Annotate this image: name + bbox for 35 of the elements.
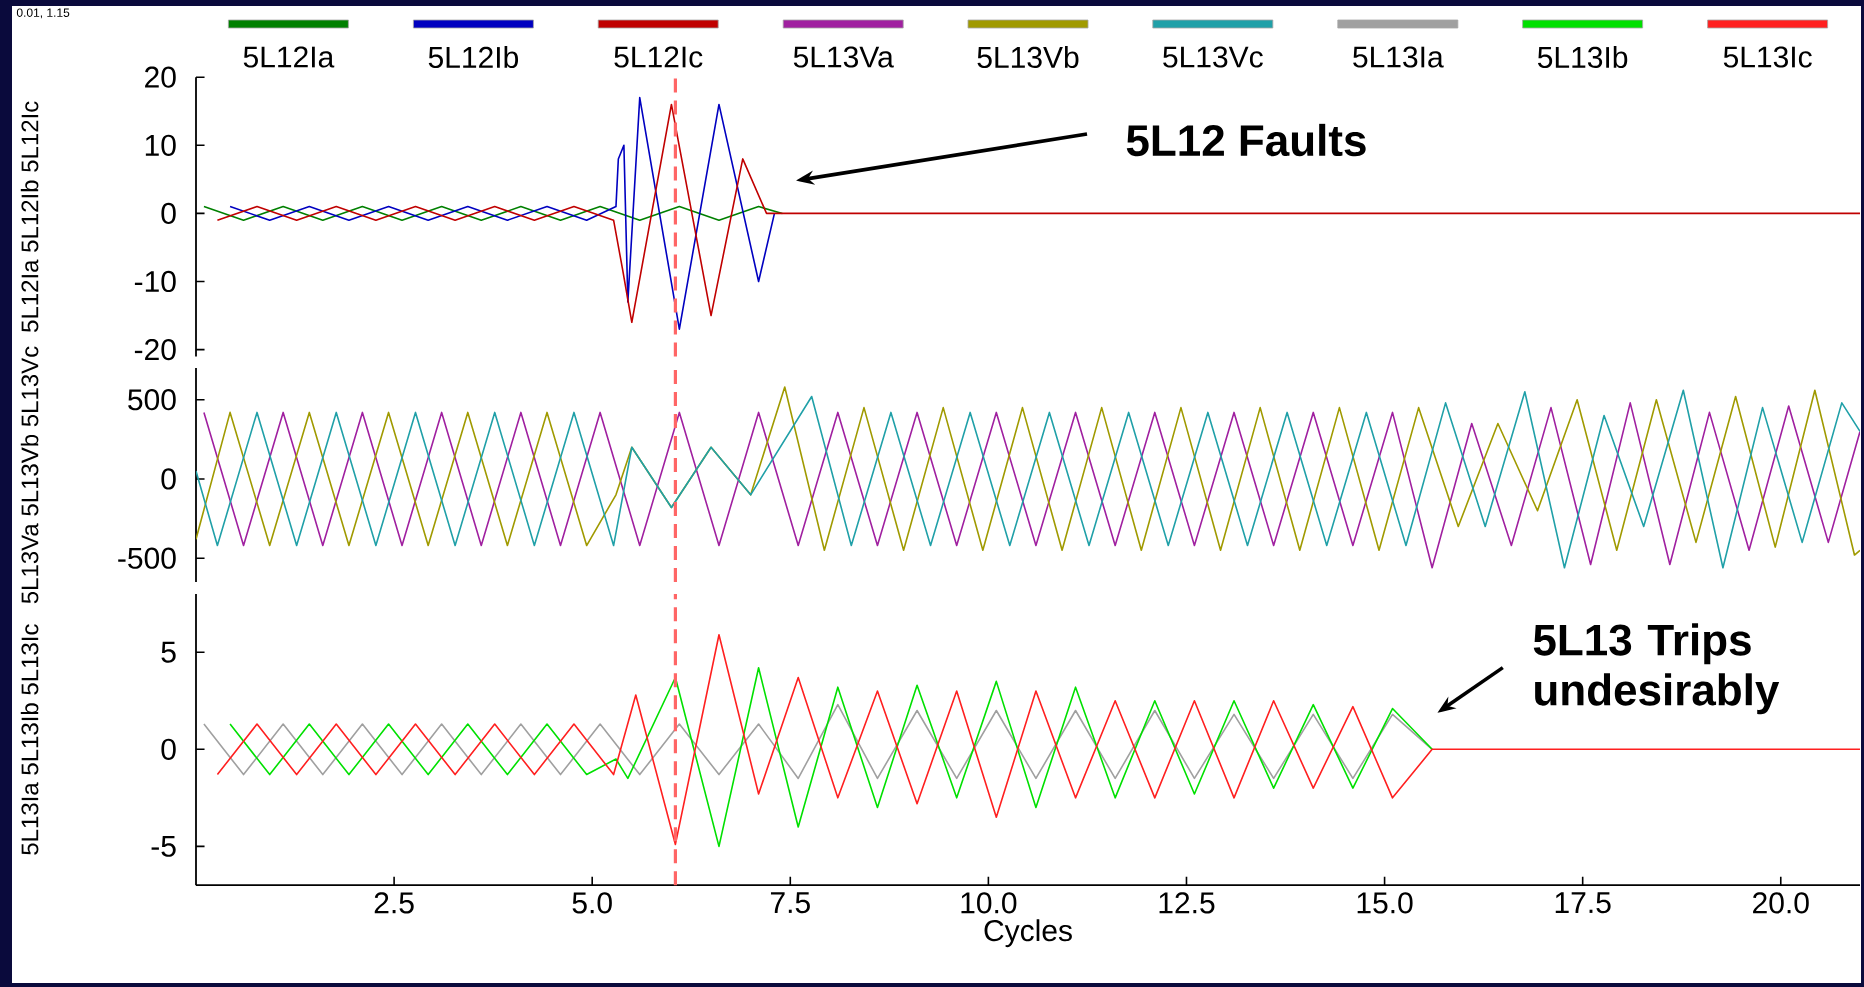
- x-tick-label: 15.0: [1357, 892, 1413, 914]
- y-tick-label: -10: [134, 270, 176, 293]
- legend-label: 5L12Ib: [428, 45, 519, 69]
- x-tick-label: 5.0: [572, 892, 612, 914]
- legend-label: 5L13Ib: [1537, 45, 1628, 69]
- x-tick-label: 12.5: [1159, 892, 1215, 914]
- legend-label: 5L13Ia: [1353, 46, 1444, 68]
- y-axis-title: 5L13Ia 5L13Ib 5L13Ic: [20, 624, 39, 855]
- x-tick-label: 20.0: [1753, 892, 1809, 914]
- y-tick-label: -5: [151, 835, 176, 857]
- legend-label: 5L12Ia: [243, 46, 335, 68]
- y-tick-label: 500: [128, 389, 176, 411]
- y-tick-label: 0: [161, 202, 176, 225]
- x-axis-title: Cycles: [984, 919, 1072, 948]
- y-tick-label: 0: [161, 468, 176, 490]
- y-tick-label: -500: [118, 547, 176, 569]
- text: 0.01, 1.15: [16, 8, 70, 19]
- x-tick-label: 10.0: [961, 892, 1017, 914]
- legend-label: 5L12Ic: [614, 46, 703, 68]
- y-tick-label: 5: [161, 641, 176, 663]
- y-tick-label: -20: [134, 338, 176, 361]
- annotation: 5L12 Faults: [1126, 123, 1366, 157]
- y-axis-title: 5L13Va 5L13Vb 5L13Vc: [20, 346, 39, 604]
- legend-label: 5L13Va: [793, 46, 894, 68]
- x-tick-label: 2.5: [374, 892, 414, 914]
- y-tick-label: 20: [145, 66, 176, 88]
- legend-label: 5L13Ic: [1723, 46, 1812, 68]
- y-axis-title: 5L12Ia 5L12Ib 5L12Ic: [20, 101, 39, 332]
- y-tick-label: 0: [161, 738, 176, 760]
- annotation: 5L13 Trips undesirably: [1533, 623, 1780, 715]
- x-tick-label: 17.5: [1555, 892, 1611, 914]
- y-tick-label: 10: [145, 134, 176, 156]
- legend-label: 5L13Vb: [977, 45, 1079, 69]
- x-tick-label: 7.5: [770, 892, 810, 914]
- legend-label: 5L13Vc: [1163, 46, 1263, 68]
